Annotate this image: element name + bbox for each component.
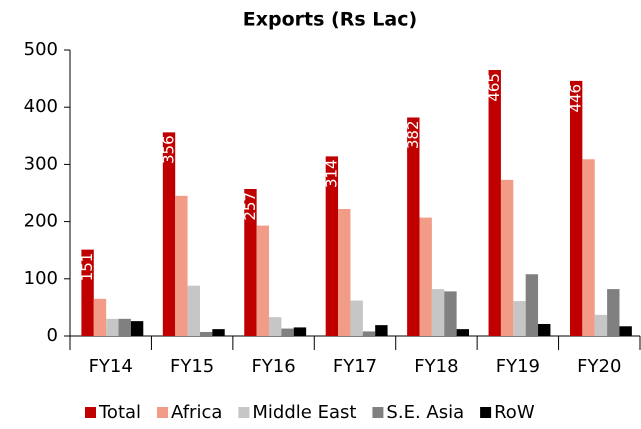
legend-label: S.E. Asia bbox=[386, 402, 464, 423]
bar bbox=[594, 314, 608, 336]
x-tick-label: FY16 bbox=[251, 356, 295, 377]
y-tick-label: 200 bbox=[24, 211, 58, 232]
bar bbox=[431, 289, 445, 336]
data-label: 314 bbox=[322, 159, 340, 188]
bar bbox=[456, 329, 469, 336]
bar bbox=[256, 225, 270, 336]
data-label: 356 bbox=[160, 135, 178, 164]
data-label: 382 bbox=[404, 120, 422, 149]
legend-swatch bbox=[372, 407, 384, 418]
bar bbox=[350, 300, 363, 336]
x-tick-label: FY14 bbox=[89, 356, 133, 377]
y-tick-label: 100 bbox=[24, 268, 58, 289]
bar bbox=[569, 80, 583, 336]
bar bbox=[81, 249, 94, 336]
bar bbox=[338, 209, 351, 336]
bar bbox=[175, 195, 188, 336]
y-tick-label: 0 bbox=[47, 325, 58, 346]
bar bbox=[619, 326, 632, 336]
bar bbox=[244, 188, 257, 336]
bar bbox=[488, 70, 501, 337]
legend-swatch bbox=[238, 407, 250, 418]
legend-label: RoW bbox=[494, 402, 535, 423]
y-tick-label: 300 bbox=[24, 153, 58, 174]
legend-swatch bbox=[85, 407, 96, 418]
y-tick-label: 500 bbox=[24, 39, 58, 60]
data-label: 465 bbox=[485, 73, 503, 102]
bar bbox=[325, 156, 339, 336]
bar bbox=[538, 323, 551, 336]
x-tick-label: FY15 bbox=[170, 356, 214, 377]
bar bbox=[513, 301, 526, 336]
bar bbox=[525, 274, 539, 336]
bar bbox=[187, 285, 200, 336]
bar bbox=[607, 289, 620, 336]
bar bbox=[293, 327, 307, 336]
bar bbox=[269, 317, 282, 336]
bar bbox=[444, 291, 457, 336]
bar bbox=[419, 217, 432, 336]
legend-label: Africa bbox=[171, 402, 222, 423]
bar bbox=[212, 329, 225, 336]
data-label: 151 bbox=[78, 253, 96, 282]
chart-title: Exports (Rs Lac) bbox=[243, 9, 417, 31]
bar bbox=[582, 159, 595, 336]
bar bbox=[281, 328, 294, 336]
legend-swatch bbox=[480, 407, 492, 418]
bar bbox=[162, 132, 176, 336]
data-label: 257 bbox=[241, 192, 259, 221]
x-tick-label: FY19 bbox=[496, 356, 540, 377]
legend-label: Middle East bbox=[252, 402, 356, 423]
bar bbox=[500, 179, 514, 336]
legend-swatch bbox=[157, 407, 169, 418]
legend-label: Total bbox=[98, 402, 141, 423]
bar bbox=[93, 298, 107, 336]
y-tick-label: 400 bbox=[24, 96, 58, 117]
bar bbox=[362, 331, 376, 336]
bar bbox=[130, 321, 144, 336]
bar bbox=[199, 331, 213, 336]
bar bbox=[375, 325, 388, 336]
data-label: 446 bbox=[567, 84, 585, 113]
x-tick-label: FY20 bbox=[577, 356, 621, 377]
x-tick-label: FY17 bbox=[333, 356, 377, 377]
bar bbox=[407, 117, 420, 336]
x-tick-label: FY18 bbox=[414, 356, 458, 377]
bar bbox=[118, 318, 131, 336]
bar bbox=[106, 318, 119, 336]
